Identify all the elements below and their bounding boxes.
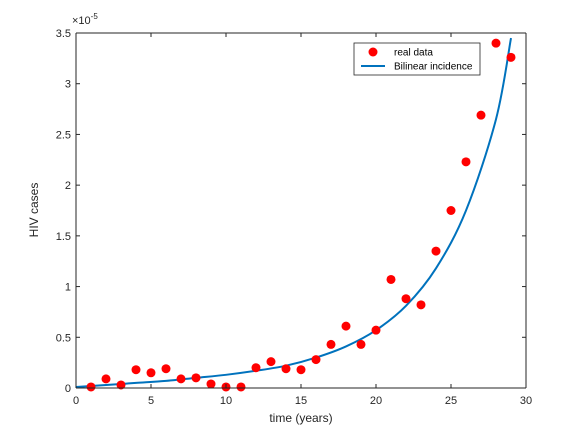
data-point-real-data (116, 380, 126, 390)
data-point-real-data (281, 364, 291, 374)
x-tick-label: 5 (148, 395, 154, 407)
data-point-real-data (476, 110, 486, 120)
legend-label-bilinear-incidence: Bilinear incidence (394, 62, 473, 73)
y-tick-label: 2.5 (56, 129, 71, 141)
data-point-real-data (356, 339, 366, 349)
data-point-real-data (161, 364, 171, 374)
data-point-real-data (131, 365, 141, 375)
data-point-real-data (341, 321, 351, 331)
y-exponent-power: -5 (91, 12, 99, 21)
data-point-real-data (416, 300, 426, 310)
x-tick-label: 10 (220, 395, 232, 407)
data-point-real-data (266, 357, 276, 367)
data-point-real-data (431, 246, 441, 256)
series-line-bilinear-incidence (75, 37, 512, 388)
data-point-real-data (251, 363, 261, 373)
data-point-real-data (236, 382, 246, 392)
data-point-real-data (101, 374, 111, 384)
legend-marker-real-data (368, 47, 378, 57)
y-axis-label: HIV cases (27, 183, 41, 238)
y-tick-label: 3 (65, 79, 71, 91)
data-point-real-data (491, 38, 501, 48)
x-tick-label: 15 (295, 395, 307, 407)
data-point-real-data (86, 382, 96, 392)
y-tick-label: 1 (65, 282, 71, 294)
y-tick-label: 1.5 (56, 231, 71, 243)
data-point-real-data (206, 379, 216, 389)
data-point-real-data (191, 373, 201, 383)
data-point-real-data (176, 374, 186, 384)
data-point-real-data (371, 325, 381, 335)
x-tick-label: 20 (370, 395, 382, 407)
data-point-real-data (461, 157, 471, 167)
y-exponent-base: ×10 (72, 15, 91, 27)
data-point-real-data (296, 365, 306, 375)
x-axis-label: time (years) (269, 411, 332, 425)
y-exponent-label: ×10-5 (72, 12, 98, 27)
data-point-real-data (446, 206, 456, 215)
data-point-real-data (401, 294, 411, 304)
plot-area (76, 33, 526, 388)
x-tick-label: 30 (520, 395, 532, 407)
data-point-real-data (146, 368, 156, 378)
x-tick-label: 25 (445, 395, 457, 407)
data-point-real-data (386, 274, 396, 284)
x-tick-label: 0 (73, 395, 79, 407)
ticks-layer: 0 5 10 15 20 25 30 0 0.5 1 1.5 2 2.5 3 3.5 (56, 28, 532, 407)
legend-label-real-data: real data (394, 48, 433, 59)
data-point-real-data (326, 339, 336, 349)
data-layer (75, 37, 516, 392)
data-point-real-data (506, 52, 516, 62)
legend: real data Bilinear incidence (353, 42, 481, 76)
y-tick-label: 3.5 (56, 28, 71, 40)
y-tick-label: 0 (65, 383, 71, 395)
y-tick-label: 2 (65, 180, 71, 192)
y-tick-label: 0.5 (56, 332, 71, 344)
data-point-real-data (311, 355, 321, 365)
